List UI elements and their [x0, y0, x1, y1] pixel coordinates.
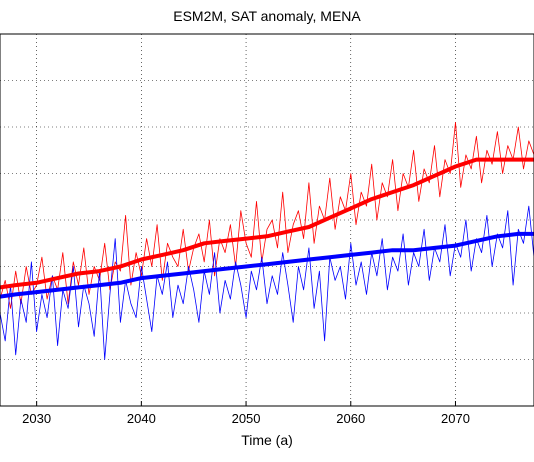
- series-layer: [0, 122, 534, 360]
- x-tick-label: 2050: [232, 411, 261, 426]
- x-tick-label: 2040: [127, 411, 156, 426]
- x-tick-labels: 2030 2040 2050 2060 2070: [22, 401, 470, 426]
- smoothed-blue-series-line: [0, 231, 534, 299]
- x-axis-label: Time (a): [241, 432, 293, 448]
- chart-title: ESM2M, SAT anomaly, MENA: [173, 8, 361, 24]
- plot-frame: [0, 33, 534, 407]
- x-tick-label: 2030: [22, 411, 51, 426]
- x-tick-label: 2070: [441, 411, 470, 426]
- annual-red-series-line: [0, 122, 534, 309]
- annual-blue-series-line: [0, 205, 534, 360]
- grid-lines: [0, 34, 534, 406]
- x-tick-label: 2060: [336, 411, 365, 426]
- smoothed-red-series-line: [0, 157, 534, 290]
